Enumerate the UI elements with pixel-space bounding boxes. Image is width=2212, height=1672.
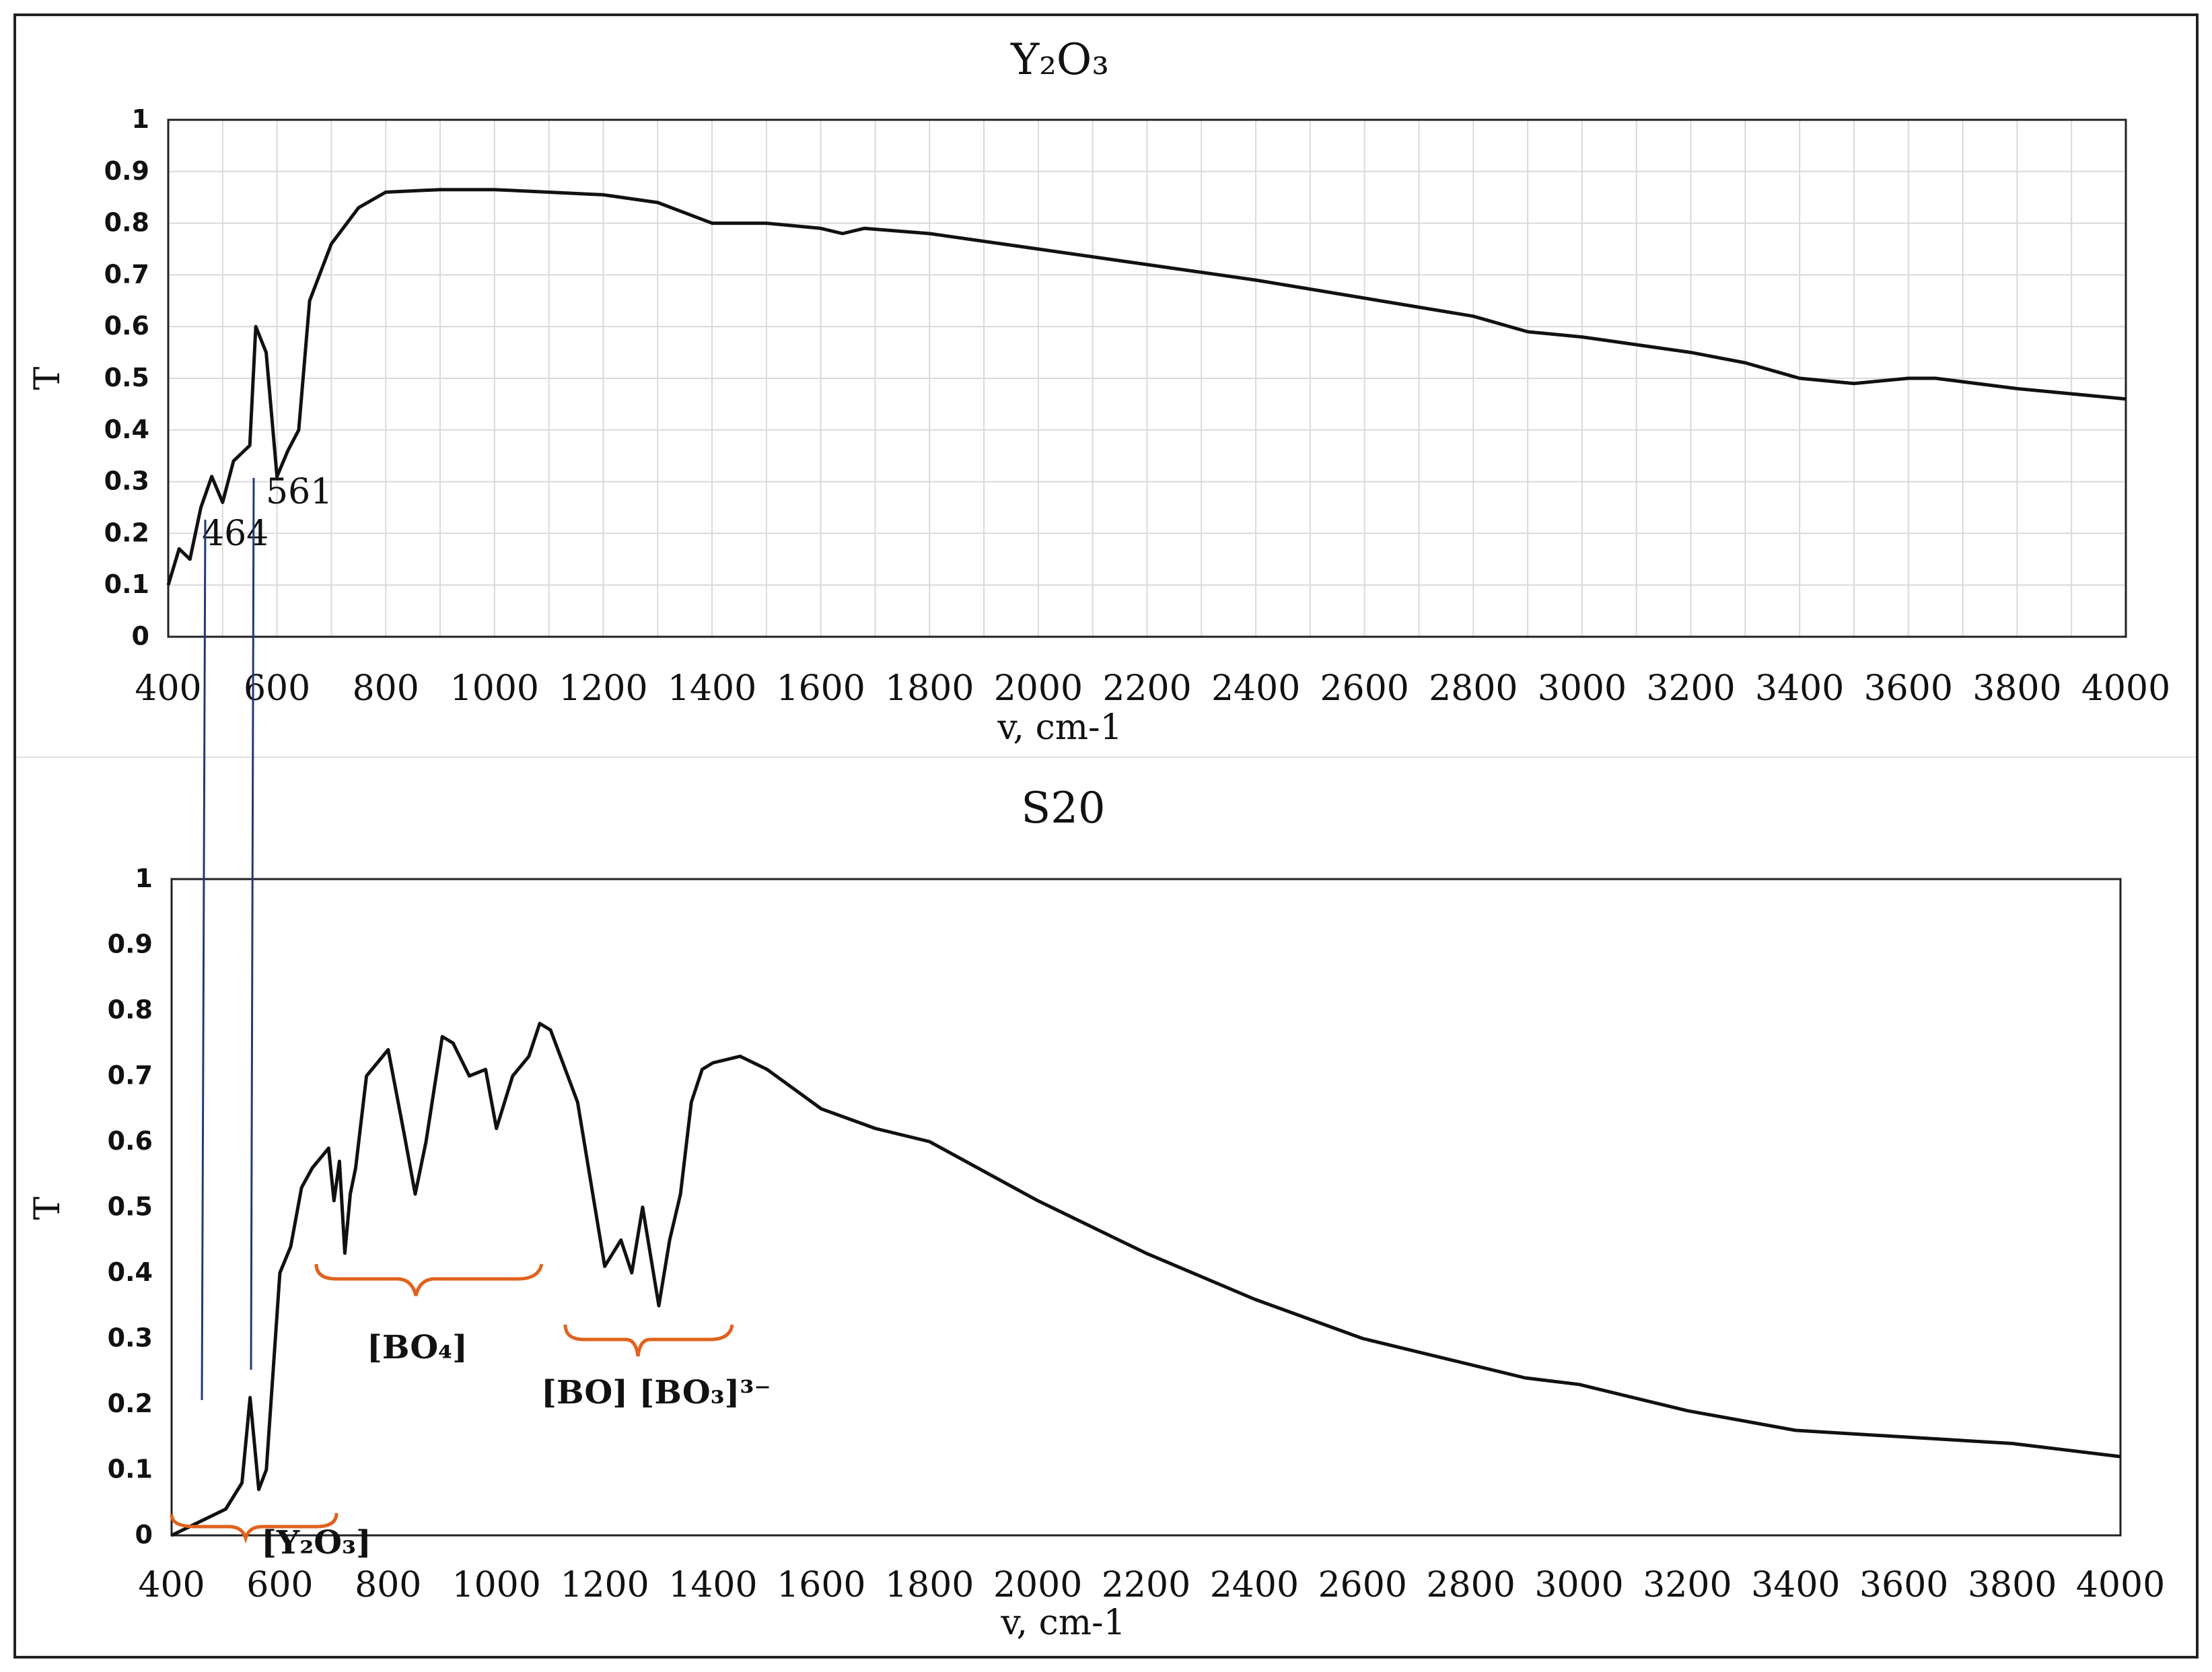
x-tick-label: 3000 xyxy=(1538,668,1627,709)
x-axis-label-y2o3: v, cm-1 xyxy=(997,707,1122,748)
x-tick-label: 1400 xyxy=(668,668,756,709)
y-tick-label: 0.3 xyxy=(108,1323,153,1353)
x-ticks-s20: 400 600 800 1000 1200 1400 1600 1800 2000 2200 240… xyxy=(138,1565,2165,1605)
x-tick-label: 3200 xyxy=(1643,1565,1732,1605)
x-tick-label: 3800 xyxy=(1968,1565,2057,1605)
x-tick-label: 600 xyxy=(244,668,310,709)
x-tick-label: 2200 xyxy=(1102,1565,1190,1605)
x-tick-label: 2000 xyxy=(993,1565,1082,1605)
x-tick-label: 3400 xyxy=(1751,1565,1840,1605)
y-tick-label: 1 xyxy=(135,864,153,893)
x-tick-label: 4000 xyxy=(2076,1565,2165,1605)
peak-label-464: 464 xyxy=(202,514,269,554)
x-tick-label: 400 xyxy=(135,668,201,709)
x-tick-label: 1600 xyxy=(777,1565,865,1605)
x-tick-label: 1400 xyxy=(668,1565,757,1605)
plot-area-s20 xyxy=(170,878,2122,1537)
x-tick-label: 1600 xyxy=(776,668,865,709)
y-tick-label: 0.1 xyxy=(108,1455,153,1484)
y-tick-label: 0.8 xyxy=(108,995,153,1024)
y-tick-label: 1 xyxy=(132,104,149,134)
y-axis-label-s20: T xyxy=(28,1196,68,1220)
y-tick-label: 0.9 xyxy=(108,930,153,959)
y-tick-label: 0.8 xyxy=(104,208,149,238)
x-tick-label: 800 xyxy=(353,668,419,709)
x-tick-label: 1800 xyxy=(885,668,974,709)
chart-panel-s20: S20 0 0.1 0.2 0.3 0.4 0.5 0.6 0.7 0.8 0.9 1 400 600… xyxy=(28,783,2165,1643)
brace-y2o3 xyxy=(170,1512,338,1544)
y-tick-label: 0.3 xyxy=(104,466,149,496)
x-tick-label: 3200 xyxy=(1646,668,1735,709)
y-tick-label: 0 xyxy=(135,1520,153,1549)
group-label-bo4: [BO₄] xyxy=(367,1329,468,1366)
y-ticks-s20: 0 0.1 0.2 0.3 0.4 0.5 0.6 0.7 0.8 0.9 1 xyxy=(108,864,153,1549)
connector-line-561 xyxy=(250,477,255,1370)
y-ticks-y2o3: 0 0.1 0.2 0.3 0.4 0.5 0.6 0.7 0.8 0.9 1 xyxy=(104,104,149,651)
x-tick-label: 3400 xyxy=(1755,668,1844,709)
plot-area-y2o3 xyxy=(167,118,2127,638)
y-tick-label: 0.1 xyxy=(104,569,149,599)
x-tick-label: 3600 xyxy=(1859,1565,1948,1605)
y-tick-label: 0.9 xyxy=(104,156,149,186)
x-tick-label: 1800 xyxy=(885,1565,974,1605)
chart-panel-y2o3: Y₂O₃ 0 0.1 0.2 0.3 0.4 0.5 0.6 0.7 0.8 0.9 1 400 60… xyxy=(28,35,2170,748)
peak-label-561: 561 xyxy=(266,472,332,512)
x-tick-label: 2400 xyxy=(1211,668,1300,709)
x-tick-label: 3000 xyxy=(1534,1565,1623,1605)
group-label-y2o3: [Y₂O₃] xyxy=(261,1524,371,1562)
x-tick-label: 2400 xyxy=(1210,1565,1299,1605)
x-tick-label: 2600 xyxy=(1318,1565,1407,1605)
figure-frame xyxy=(13,13,2199,1659)
x-tick-label: 1000 xyxy=(452,1565,540,1605)
brace-bo4 xyxy=(314,1263,544,1296)
x-tick-label: 4000 xyxy=(2081,668,2170,709)
chart-title-y2o3: Y₂O₃ xyxy=(1010,35,1109,85)
x-tick-label: 1000 xyxy=(450,668,539,709)
group-label-bo-bo3: [BO] [BO₃]³⁻ xyxy=(541,1374,771,1412)
brace-bo-bo3 xyxy=(563,1324,734,1357)
series-line-y2o3 xyxy=(166,188,2127,586)
x-tick-label: 2200 xyxy=(1102,668,1191,709)
gridlines-y2o3 xyxy=(168,120,2126,637)
y-tick-label: 0.6 xyxy=(108,1126,153,1156)
y-tick-label: 0.6 xyxy=(104,311,149,341)
x-tick-label: 3600 xyxy=(1864,668,1953,709)
x-tick-label: 1200 xyxy=(559,668,647,709)
connector-line-464 xyxy=(201,519,207,1401)
y-tick-label: 0 xyxy=(132,621,149,651)
y-tick-label: 0.7 xyxy=(104,259,149,289)
x-tick-label: 800 xyxy=(355,1565,421,1605)
y-tick-label: 0.5 xyxy=(104,363,149,392)
x-tick-label: 400 xyxy=(138,1565,205,1605)
y-tick-label: 0.4 xyxy=(104,415,149,444)
x-tick-label: 2600 xyxy=(1320,668,1409,709)
y-tick-label: 0.4 xyxy=(108,1257,153,1287)
series-line-s20 xyxy=(170,1022,2121,1537)
y-tick-label: 0.2 xyxy=(104,518,149,547)
y-tick-label: 0.2 xyxy=(108,1389,153,1418)
y-tick-label: 0.7 xyxy=(108,1061,153,1090)
x-tick-label: 3800 xyxy=(1972,668,2061,709)
y-tick-label: 0.5 xyxy=(108,1192,153,1222)
x-axis-label-s20: v, cm-1 xyxy=(1000,1603,1125,1643)
x-tick-label: 600 xyxy=(246,1565,313,1605)
chart-title-s20: S20 xyxy=(1021,783,1105,833)
x-tick-label: 2800 xyxy=(1429,668,1518,709)
x-tick-label: 2000 xyxy=(994,668,1083,709)
x-tick-label: 2800 xyxy=(1426,1565,1515,1605)
y-axis-label-y2o3: T xyxy=(28,366,68,390)
x-ticks-y2o3: 400 600 800 1000 1200 1400 1600 1800 2000 2200 240… xyxy=(135,668,2170,709)
x-tick-label: 1200 xyxy=(560,1565,649,1605)
panel-divider xyxy=(16,757,2196,758)
